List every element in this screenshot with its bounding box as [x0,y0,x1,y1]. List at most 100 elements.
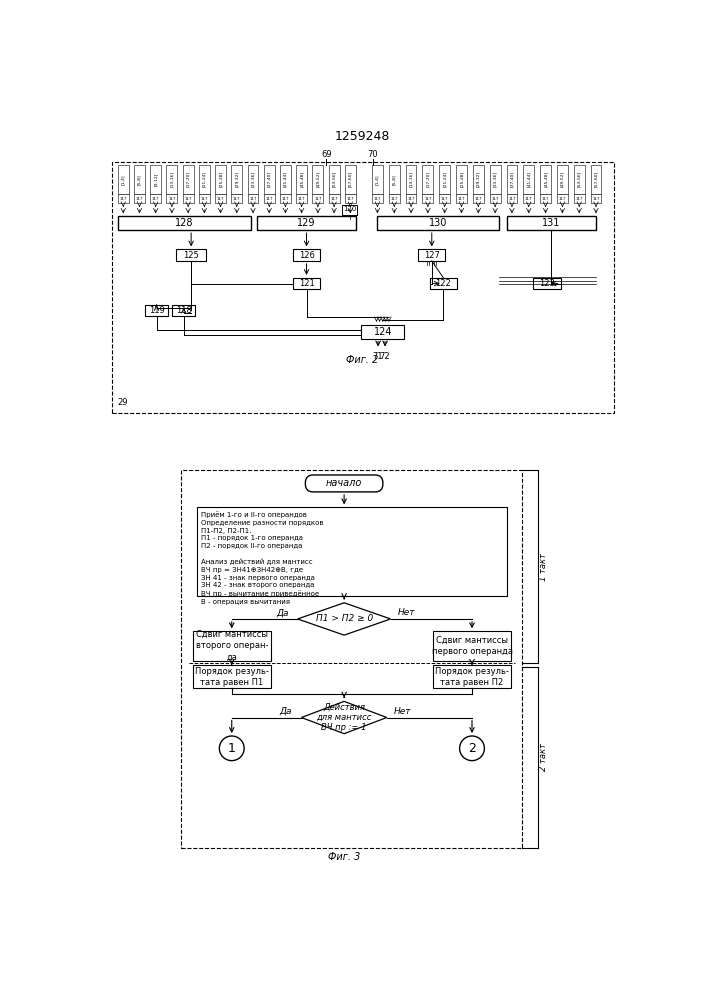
Text: 125: 125 [183,251,199,260]
Text: Фиг. 2: Фиг. 2 [346,355,378,365]
Text: 2: 2 [468,742,476,755]
Text: 117: 117 [525,197,532,201]
Text: 117: 117 [542,197,549,201]
Text: 117: 117 [346,197,354,201]
FancyBboxPatch shape [193,665,271,688]
FancyBboxPatch shape [151,194,161,203]
Text: [37-40]: [37-40] [267,171,271,187]
Polygon shape [298,603,391,635]
FancyBboxPatch shape [430,278,457,289]
Text: 117: 117 [217,197,224,201]
Text: 122: 122 [436,279,451,288]
FancyBboxPatch shape [112,162,614,413]
FancyBboxPatch shape [590,165,602,194]
Text: 117: 117 [374,197,381,201]
FancyBboxPatch shape [264,165,274,194]
FancyBboxPatch shape [177,249,206,261]
Text: 117: 117 [474,197,482,201]
FancyBboxPatch shape [172,305,195,316]
FancyBboxPatch shape [118,194,129,203]
FancyBboxPatch shape [361,325,404,339]
FancyBboxPatch shape [345,165,356,194]
FancyBboxPatch shape [182,470,522,848]
FancyBboxPatch shape [590,194,602,203]
Text: начало: начало [326,478,362,488]
Text: Сдвиг мантиссы
второго операн-
да: Сдвиг мантиссы второго операн- да [196,630,268,662]
FancyBboxPatch shape [406,165,416,194]
FancyBboxPatch shape [197,507,507,596]
Text: [41-44]: [41-44] [527,171,531,187]
Text: 120: 120 [343,206,356,212]
FancyBboxPatch shape [341,205,357,215]
FancyBboxPatch shape [557,194,568,203]
Text: 72: 72 [380,352,390,361]
FancyBboxPatch shape [193,631,271,661]
Text: 69: 69 [321,150,332,159]
FancyBboxPatch shape [406,194,416,203]
FancyBboxPatch shape [293,249,320,261]
Text: [21-24]: [21-24] [202,171,206,187]
Text: 131: 131 [542,218,561,228]
FancyBboxPatch shape [456,165,467,194]
FancyBboxPatch shape [423,165,433,194]
Text: 2 такт: 2 такт [539,743,549,771]
Text: 117: 117 [491,197,499,201]
FancyBboxPatch shape [507,216,596,230]
Text: П1 > П2 ≥ 0: П1 > П2 ≥ 0 [315,614,373,623]
Text: 117: 117 [330,197,338,201]
FancyBboxPatch shape [134,194,145,203]
Text: [17-20]: [17-20] [426,171,430,187]
Text: 128: 128 [175,218,194,228]
FancyBboxPatch shape [280,194,291,203]
FancyBboxPatch shape [305,475,383,492]
FancyBboxPatch shape [574,194,585,203]
FancyBboxPatch shape [533,278,561,289]
Text: 117: 117 [508,197,515,201]
FancyBboxPatch shape [296,165,307,194]
FancyBboxPatch shape [490,165,501,194]
FancyBboxPatch shape [166,165,177,194]
FancyBboxPatch shape [118,216,251,230]
FancyBboxPatch shape [345,194,356,203]
FancyBboxPatch shape [389,165,399,194]
Text: [29-32]: [29-32] [235,171,239,187]
Text: 70: 70 [368,150,378,159]
FancyBboxPatch shape [145,305,168,316]
FancyBboxPatch shape [419,249,445,261]
Text: 1 такт: 1 такт [539,553,549,581]
FancyBboxPatch shape [389,194,399,203]
FancyBboxPatch shape [293,278,320,289]
Text: 129: 129 [297,218,316,228]
Text: 118: 118 [176,306,192,315]
FancyBboxPatch shape [433,665,510,688]
FancyBboxPatch shape [118,165,129,194]
Text: [53-56]: [53-56] [577,171,581,187]
Text: [13-16]: [13-16] [409,171,413,187]
Text: Порядок резуль-
тата равен П2: Порядок резуль- тата равен П2 [435,667,509,687]
Text: Да: Да [276,608,288,617]
FancyBboxPatch shape [540,165,551,194]
Text: [33-36]: [33-36] [493,171,497,187]
Text: 117: 117 [250,197,257,201]
FancyBboxPatch shape [215,194,226,203]
Text: 117: 117 [119,197,127,201]
Text: [13-16]: [13-16] [170,171,174,187]
Text: [37-40]: [37-40] [510,171,514,187]
Text: [25-28]: [25-28] [218,171,223,187]
FancyBboxPatch shape [182,194,194,203]
FancyBboxPatch shape [439,165,450,194]
Text: 117: 117 [298,197,305,201]
Text: [21-24]: [21-24] [443,171,447,187]
Text: [29-32]: [29-32] [477,171,480,187]
FancyBboxPatch shape [329,165,339,194]
FancyBboxPatch shape [506,194,518,203]
FancyBboxPatch shape [523,194,534,203]
FancyBboxPatch shape [372,165,383,194]
Text: 123: 123 [539,279,555,288]
Text: Нет: Нет [394,707,411,716]
FancyBboxPatch shape [423,194,433,203]
Text: [49-52]: [49-52] [561,171,564,187]
Text: 117: 117 [281,197,289,201]
Text: [5-8]: [5-8] [137,174,141,185]
FancyBboxPatch shape [247,194,259,203]
